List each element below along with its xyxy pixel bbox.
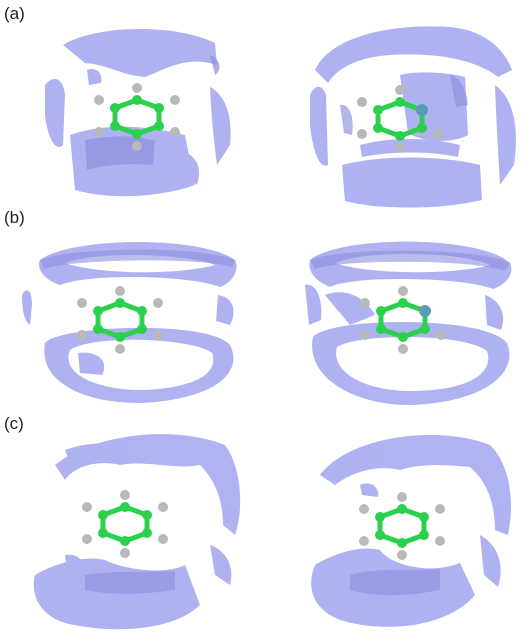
- panel-c-pyridine: [300, 425, 525, 635]
- benzene-molecule: [82, 490, 168, 558]
- panel-label-c: (c): [4, 414, 24, 433]
- panel-label-b: (b): [4, 208, 25, 227]
- panel-a-benzene: [25, 15, 255, 205]
- panel-a-pyridine: [300, 15, 525, 210]
- pyridine-molecule: [357, 85, 443, 153]
- isosurface-image-b-right: [305, 241, 512, 405]
- pyridine-molecule: [360, 286, 446, 354]
- panel-b-benzene: [20, 225, 255, 415]
- isosurface-image-a-left: [45, 28, 231, 197]
- isosurface-image-c-right: [311, 435, 511, 627]
- benzene-molecule: [94, 83, 180, 151]
- isosurface-image-a-right: [310, 26, 516, 208]
- pyridine-molecule: [359, 492, 445, 560]
- panel-label-a: (a): [4, 4, 25, 23]
- isosurface-image-b-left: [22, 241, 237, 403]
- isosurface-image-c-left: [33, 434, 241, 630]
- panel-b-pyridine: [295, 225, 525, 415]
- panel-c-benzene: [25, 425, 260, 635]
- benzene-molecule: [77, 286, 163, 354]
